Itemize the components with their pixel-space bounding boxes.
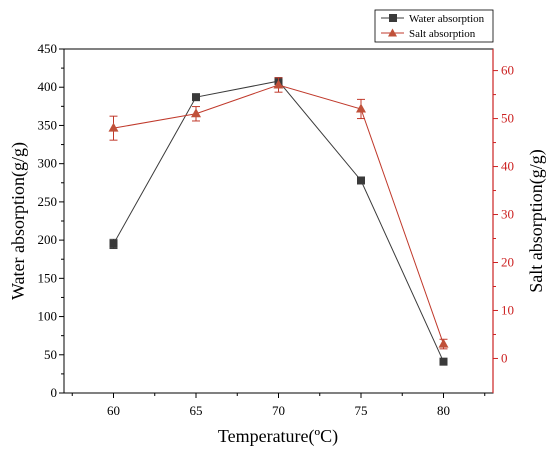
water-data-point [439, 357, 448, 366]
left-tick-label: 150 [38, 270, 58, 285]
right-axis-title: Salt absorption(g/g) [526, 149, 547, 292]
legend-water-label: Water absorption [409, 13, 485, 25]
plot-frame [63, 48, 494, 394]
water-absorption-line [113, 80, 444, 362]
x-axis-title: Temperature(ºC) [218, 426, 338, 447]
legend-water-square-marker [389, 14, 397, 22]
right-tick-label: 60 [501, 63, 514, 78]
x-tick-label: 75 [355, 403, 368, 418]
salt-data-point [356, 103, 366, 113]
left-tick-label: 450 [38, 41, 58, 56]
x-axis: 60 65 70 75 80 [71, 393, 486, 418]
salt-data-point [438, 338, 449, 348]
right-tick-label: 0 [501, 350, 508, 365]
right-tick-label: 20 [501, 255, 514, 270]
legend-salt-label: Salt absorption [409, 28, 476, 40]
salt-absorption-line [113, 84, 444, 345]
left-axis: 0 50 100 150 200 250 300 350 400 450 [38, 41, 64, 400]
water-data-point [357, 176, 365, 185]
salt-data-point [273, 79, 284, 89]
left-tick-label: 250 [38, 194, 58, 209]
left-tick-label: 300 [38, 156, 58, 171]
left-tick-label: 400 [38, 79, 58, 94]
left-tick-label: 100 [38, 309, 58, 324]
salt-data-point [191, 108, 201, 118]
left-tick-label: 0 [51, 385, 58, 400]
salt-data-point [108, 122, 119, 132]
right-tick-label: 30 [501, 207, 514, 222]
left-tick-label: 350 [38, 117, 58, 132]
right-tick-label: 10 [501, 302, 514, 317]
x-tick-label: 60 [107, 403, 120, 418]
series-layer [108, 77, 449, 366]
water-data-point [192, 93, 200, 102]
left-tick-label: 200 [38, 232, 58, 247]
x-tick-label: 65 [190, 403, 203, 418]
left-axis-title: Water absorption(g/g) [8, 142, 29, 300]
right-tick-label: 40 [501, 159, 514, 174]
legend: Water absorption Salt absorption [374, 9, 494, 43]
right-tick-label: 50 [501, 111, 514, 126]
water-data-point [109, 239, 118, 248]
x-tick-label: 70 [272, 403, 285, 418]
right-axis: 0 10 20 30 40 50 60 [493, 63, 514, 365]
left-tick-label: 50 [44, 347, 57, 362]
legend-salt-triangle-marker [388, 28, 397, 37]
x-tick-label: 80 [437, 403, 450, 418]
